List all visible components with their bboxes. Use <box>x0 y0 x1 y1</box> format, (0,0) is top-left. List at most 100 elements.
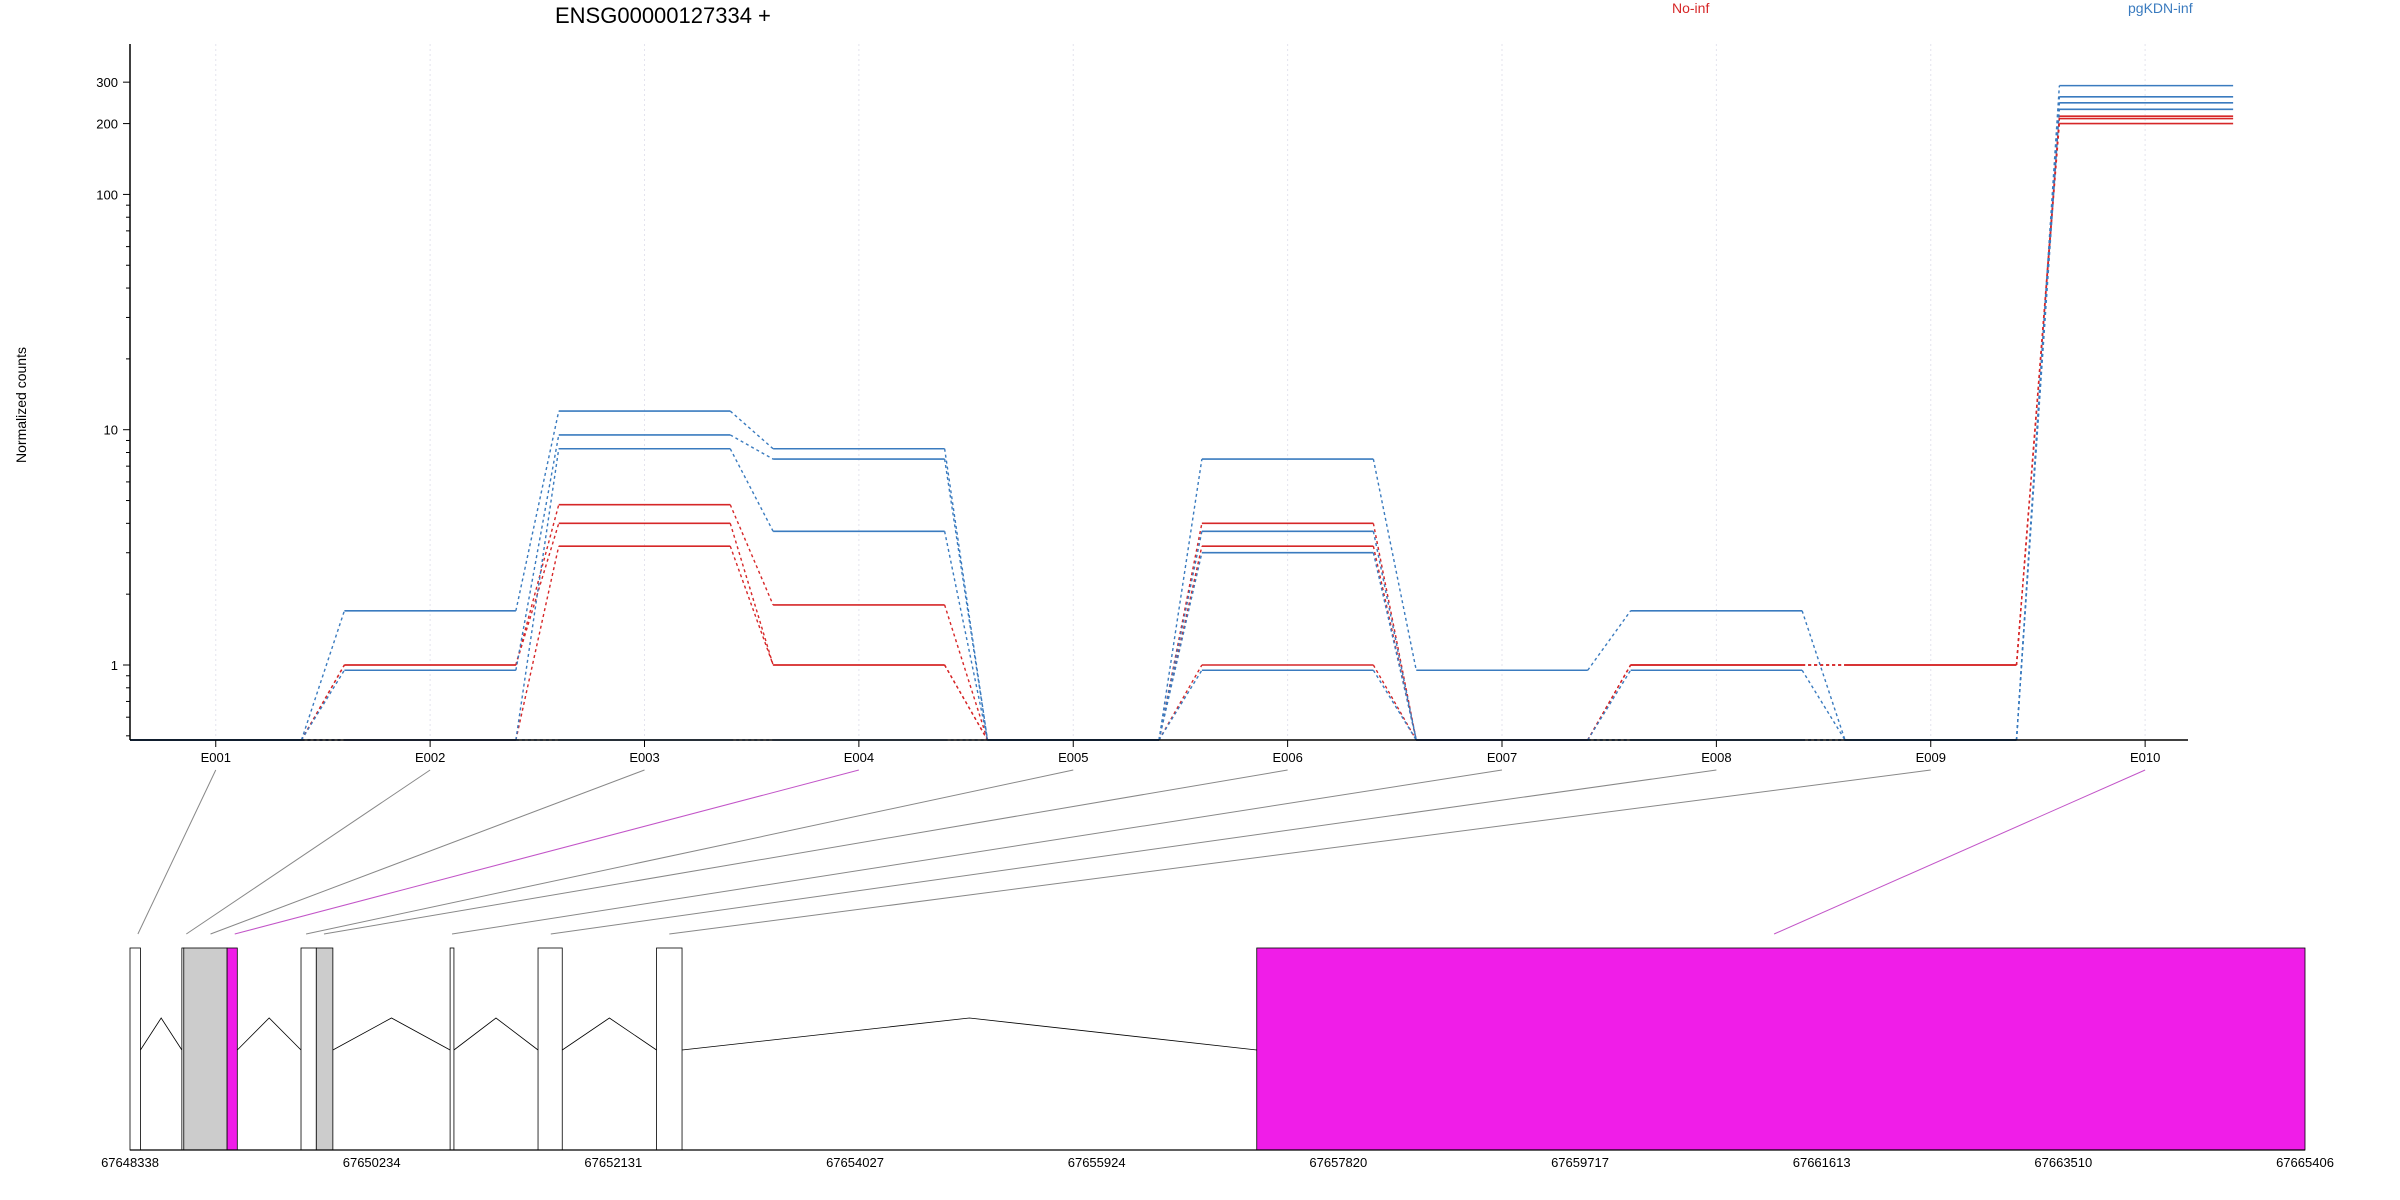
exon-block <box>183 947 228 1151</box>
exon-block <box>537 947 563 1151</box>
series-lines <box>130 84 2234 741</box>
series-connector <box>1372 552 1417 741</box>
x-tick-label-e006: E006 <box>1272 750 1302 765</box>
genomic-coordinate-label: 67655924 <box>1068 1155 1126 1170</box>
y-tick-label: 300 <box>96 75 118 90</box>
y-tick-label: 100 <box>96 187 118 202</box>
exon-connectors <box>137 769 2146 935</box>
x-tick-label-e009: E009 <box>1916 750 1946 765</box>
series-connector <box>515 410 560 611</box>
series-pgkdn-inf-6 <box>130 108 2234 741</box>
series-pgkdn-inf-4 <box>130 95 2234 741</box>
connector-e001 <box>137 769 217 935</box>
series-connector <box>1372 669 1417 741</box>
x-tick-label-e003: E003 <box>629 750 659 765</box>
connector-e005 <box>306 769 1074 935</box>
genomic-coordinate-label: 67663510 <box>2034 1155 2092 1170</box>
intron-line <box>140 1017 183 1051</box>
genomic-coordinate-label: 67652131 <box>584 1155 642 1170</box>
genomic-coordinate-label: 67661613 <box>1793 1155 1851 1170</box>
connector-e010 <box>1773 769 2146 935</box>
intron-line <box>332 1017 451 1051</box>
connector-e008 <box>550 769 1717 935</box>
legend-pgkdn-inf: pgKDN-inf <box>2128 0 2193 16</box>
series-connector <box>1801 669 1846 741</box>
gene-model: 67648338 67650234 67652131 67654027 67655924… <box>101 947 2334 1170</box>
series-connector <box>1158 458 1203 741</box>
series-connector <box>515 448 560 741</box>
series-connector <box>729 410 774 450</box>
genomic-coordinate-label: 67648338 <box>101 1155 159 1170</box>
series-connector <box>1158 531 1203 741</box>
series-connector <box>944 664 989 741</box>
series-connector <box>515 504 560 666</box>
series-connector <box>1158 669 1203 741</box>
series-connector <box>1801 610 1846 741</box>
series-no-inf-0 <box>130 122 2234 741</box>
connector-e006 <box>323 769 1288 935</box>
grid-lines <box>215 44 2146 740</box>
series-connector <box>729 448 774 532</box>
series-pgkdn-inf-3 <box>130 84 2234 741</box>
connector-e004 <box>234 769 860 935</box>
exon-block <box>226 947 238 1151</box>
genomic-coordinate-label: 67650234 <box>343 1155 401 1170</box>
y-axis-label: Normalized counts <box>13 347 29 463</box>
intron-line <box>562 1017 657 1051</box>
series-connector <box>1587 610 1632 671</box>
series-no-inf-1 <box>130 117 2234 741</box>
chart-title: ENSG00000127334 + <box>555 3 771 28</box>
series-connector <box>943 458 989 741</box>
genomic-coordinate-label: 67659717 <box>1551 1155 1609 1170</box>
series-connector <box>729 523 774 666</box>
series-connector <box>943 604 989 741</box>
legend-no-inf: No-inf <box>1672 0 1709 16</box>
series-connector <box>1372 523 1417 741</box>
y-tick-label: 200 <box>96 117 118 132</box>
exon-block <box>1256 947 2306 1151</box>
genomic-coordinate-label: 67654027 <box>826 1155 884 1170</box>
intron-line <box>453 1017 539 1051</box>
series-connector <box>943 531 989 741</box>
series-connector <box>515 545 560 741</box>
series-connector <box>943 448 989 741</box>
series-no-inf-2 <box>130 115 2234 741</box>
x-tick-label-e010: E010 <box>2130 750 2160 765</box>
series-connector <box>2015 116 2061 666</box>
series-connector <box>1372 664 1417 741</box>
x-tick-label-e001: E001 <box>201 750 231 765</box>
x-tick-label-e007: E007 <box>1487 750 1517 765</box>
series-connector <box>1158 552 1203 741</box>
series-connector <box>1158 523 1203 741</box>
intron-line <box>681 1017 1257 1051</box>
series-connector <box>515 434 560 671</box>
connector-e007 <box>451 769 1503 935</box>
series-pgkdn-inf-5 <box>130 102 2234 741</box>
intron-line <box>237 1017 302 1051</box>
series-connector <box>300 610 346 741</box>
x-tick-label-e004: E004 <box>844 750 874 765</box>
genomic-coordinate-label: 67665406 <box>2276 1155 2334 1170</box>
x-tick-label-e005: E005 <box>1058 750 1088 765</box>
y-tick-label: 1 <box>111 658 118 673</box>
series-connector <box>1158 545 1203 741</box>
x-tick-label-e008: E008 <box>1701 750 1731 765</box>
series-connector <box>515 523 560 666</box>
series-connector <box>1587 669 1632 741</box>
connector-e003 <box>210 769 645 935</box>
x-tick-label-e002: E002 <box>415 750 445 765</box>
exon-block <box>449 947 455 1151</box>
connector-e002 <box>186 769 431 935</box>
axes: 1 10 100 200 300 E001 E002 E003 E004 E005 E006 E007… <box>96 44 2188 765</box>
series-connector <box>729 434 774 460</box>
exon-block <box>300 947 317 1151</box>
y-tick-label: 10 <box>104 423 118 438</box>
series-connector <box>300 669 345 741</box>
exon-block <box>315 947 334 1151</box>
series-connector <box>729 545 774 666</box>
exon-block <box>656 947 683 1151</box>
connector-e009 <box>669 769 1931 935</box>
series-connector <box>729 504 774 606</box>
genomic-coordinate-label: 67657820 <box>1309 1155 1367 1170</box>
